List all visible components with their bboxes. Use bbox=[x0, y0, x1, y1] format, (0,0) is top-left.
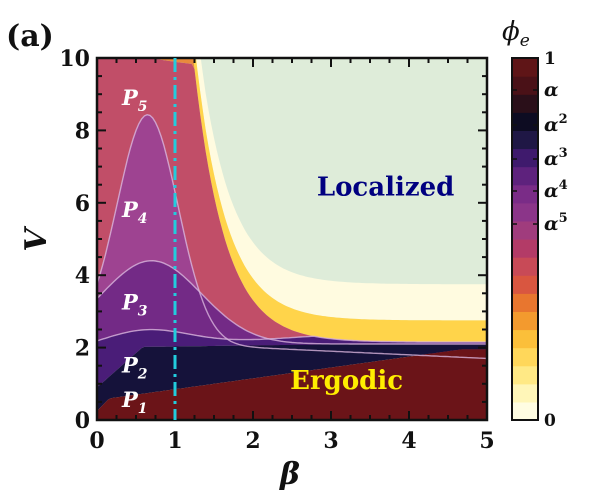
boundary-p4 bbox=[97, 113, 487, 360]
boundary-p3 bbox=[97, 259, 487, 345]
band-p2 bbox=[97, 329, 487, 388]
colorbar-strip bbox=[512, 365, 538, 385]
phase-label-base: P bbox=[121, 197, 139, 222]
y-tick-labels: 0 2 4 6 8 10 bbox=[59, 46, 90, 434]
colorbar-strip bbox=[512, 311, 538, 331]
colorbar-strip bbox=[512, 130, 538, 150]
colorbar-strip bbox=[512, 239, 538, 258]
colorbar-strip bbox=[512, 94, 538, 113]
band-ergodic bbox=[97, 349, 487, 420]
colorbar-alpha-base: α bbox=[544, 213, 559, 235]
phase-label-base: P bbox=[121, 85, 139, 110]
x-tick-label: 1 bbox=[167, 428, 182, 454]
colorbar-strip bbox=[512, 58, 538, 77]
phase-label-p2: P2 bbox=[121, 353, 148, 383]
phase-label-base: P bbox=[121, 387, 139, 412]
phase-label-p5: P5 bbox=[121, 85, 148, 115]
colorbar-alpha-exp: 3 bbox=[559, 146, 568, 161]
band-p5 bbox=[97, 58, 487, 359]
x-axis-title: β bbox=[279, 457, 300, 492]
colorbar-label-bottom: 0 bbox=[544, 411, 556, 431]
phase-label-base: P bbox=[121, 289, 139, 314]
localized-label: Localized bbox=[317, 173, 455, 203]
x-tick-label: 2 bbox=[245, 428, 260, 454]
phase-label-sub: 2 bbox=[137, 367, 148, 383]
colorbar-strip bbox=[512, 401, 538, 421]
colorbar-strips bbox=[512, 58, 538, 421]
colorbar-strip bbox=[512, 275, 538, 294]
panel-label: (a) bbox=[6, 19, 54, 54]
colorbar-strip bbox=[512, 148, 538, 168]
phase-label-base: P bbox=[121, 353, 139, 378]
phase-label-sub: 5 bbox=[138, 99, 148, 115]
colorbar-label-top: 1 bbox=[544, 49, 556, 69]
phase-label-sub: 1 bbox=[138, 401, 148, 417]
colorbar-alpha-base: α bbox=[544, 79, 559, 101]
colorbar-title-sub: e bbox=[520, 31, 530, 51]
phase-diagram bbox=[97, 58, 487, 420]
phase-label-p1: P1 bbox=[121, 387, 148, 417]
phase-label-p3: P3 bbox=[121, 289, 148, 319]
y-tick-label: 2 bbox=[75, 336, 90, 362]
phase-label-sub: 4 bbox=[138, 211, 148, 227]
region-labels: Localized Ergodic bbox=[290, 173, 454, 397]
colorbar-alpha-exp: 5 bbox=[559, 211, 568, 226]
colorbar-strip bbox=[512, 220, 538, 240]
y-tick-label: 0 bbox=[75, 408, 90, 434]
colorbar-strip bbox=[512, 76, 538, 95]
colorbar-strip bbox=[512, 166, 538, 186]
colorbar-strip bbox=[512, 383, 538, 403]
y-tick-label: 8 bbox=[75, 118, 90, 144]
colorbar-alpha-base: α bbox=[544, 180, 559, 202]
colorbar-alpha-base: α bbox=[544, 148, 559, 170]
band-dark bbox=[97, 344, 487, 411]
y-axis-title: V bbox=[19, 226, 54, 252]
colorbar-strip bbox=[512, 347, 538, 367]
y-tick-label: 6 bbox=[75, 191, 90, 217]
x-tick-label: 5 bbox=[479, 428, 494, 454]
band-p4 bbox=[97, 114, 487, 359]
colorbar-strip bbox=[512, 329, 538, 349]
colorbar-label-alpha: α bbox=[544, 79, 559, 101]
colorbar-strip bbox=[512, 293, 538, 312]
colorbar-strip bbox=[512, 184, 538, 204]
colorbar-label-alpha: α4 bbox=[544, 178, 568, 202]
axis-ticks bbox=[96, 57, 488, 421]
colorbar-frame bbox=[511, 57, 539, 421]
phase-bands bbox=[97, 58, 487, 420]
band-p3 bbox=[97, 260, 487, 344]
colorbar-label-alpha: α2 bbox=[544, 112, 568, 136]
colorbar-strip bbox=[512, 112, 538, 131]
phase-label-p4: P4 bbox=[121, 197, 148, 227]
x-tick-labels: 0 1 2 3 4 5 bbox=[89, 428, 494, 454]
phase-label-sub: 3 bbox=[138, 303, 148, 319]
colorbar-label-alpha: α3 bbox=[544, 146, 568, 170]
x-tick-label: 0 bbox=[89, 428, 104, 454]
x-tick-label: 3 bbox=[323, 428, 338, 454]
colorbar-title-base: ϕ bbox=[502, 17, 520, 47]
x-tick-label: 4 bbox=[401, 428, 416, 454]
boundary-p2 bbox=[97, 328, 487, 343]
colorbar-alpha-exp: 4 bbox=[559, 178, 568, 193]
colorbar-title: ϕe bbox=[502, 17, 530, 51]
y-tick-label: 4 bbox=[75, 263, 90, 289]
colorbar-label-alpha: α5 bbox=[544, 211, 568, 235]
colorbar-strip bbox=[512, 257, 538, 276]
band-gradient-pale bbox=[196, 58, 487, 321]
colorbar-alpha-exp: 2 bbox=[559, 112, 568, 127]
y-tick-label: 10 bbox=[59, 46, 90, 72]
colorbar-alpha-base: α bbox=[544, 114, 559, 136]
colorbar-strip bbox=[512, 202, 538, 222]
ergodic-label: Ergodic bbox=[290, 366, 403, 396]
